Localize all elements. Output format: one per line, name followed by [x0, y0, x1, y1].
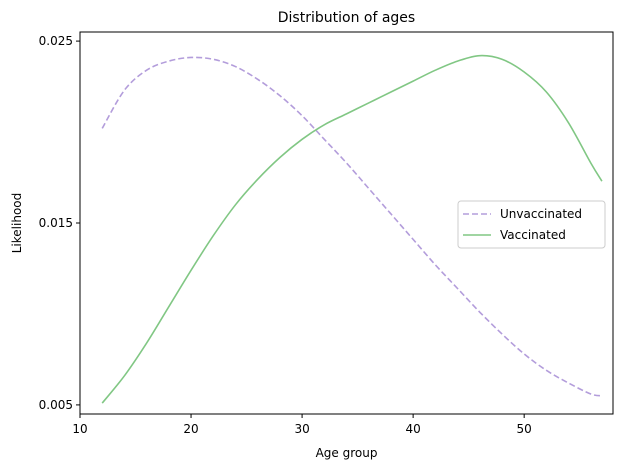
- x-tick-label: 40: [405, 422, 420, 436]
- x-axis-label: Age group: [316, 446, 378, 460]
- x-tick-label: 50: [517, 422, 532, 436]
- x-tick-label: 20: [183, 422, 198, 436]
- x-tick-label: 30: [294, 422, 309, 436]
- series-line-unvaccinated: [101, 56, 603, 397]
- legend: Unvaccinated Vaccinated: [457, 200, 606, 249]
- y-axis-label: Likelihood: [10, 193, 24, 254]
- y-axis-ticks: 0.005 0.015 0.025: [39, 34, 80, 412]
- legend-label-unvaccinated: Unvaccinated: [500, 207, 582, 221]
- x-tick-label: 10: [72, 422, 87, 436]
- legend-box: [457, 200, 606, 249]
- y-tick-label: 0.005: [39, 398, 73, 412]
- y-tick-label: 0.025: [39, 34, 73, 48]
- series-line-vaccinated: [101, 54, 603, 404]
- y-tick-label: 0.015: [39, 216, 73, 230]
- series-layer: [101, 54, 603, 404]
- x-axis-ticks: 10 20 30 40 50: [72, 414, 532, 436]
- legend-label-vaccinated: Vaccinated: [500, 228, 566, 242]
- chart-title: Distribution of ages: [278, 10, 415, 26]
